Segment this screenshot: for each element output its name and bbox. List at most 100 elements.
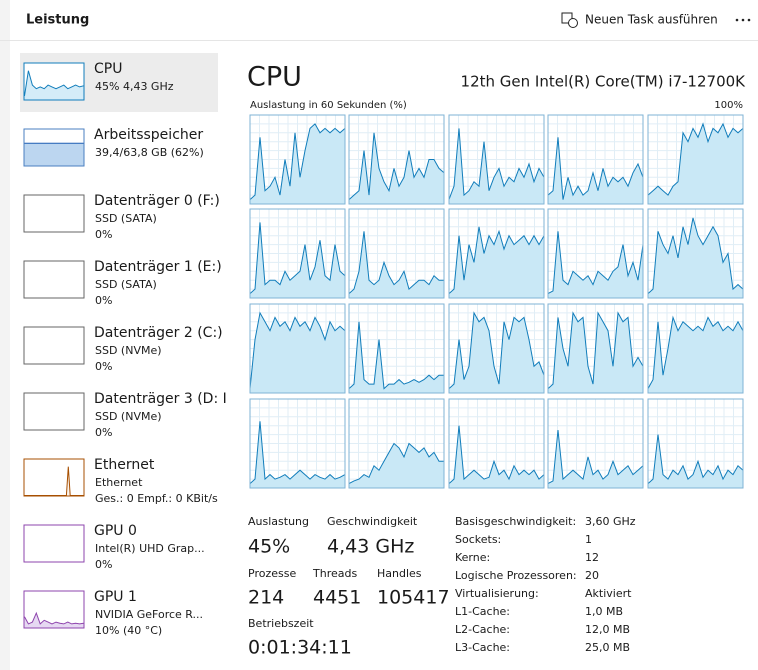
cpu-model: 12th Gen Intel(R) Core(TM) i7-12700K <box>461 73 747 91</box>
core-graph-border <box>547 208 644 299</box>
stat-value: 4,43 GHz <box>327 536 414 558</box>
graph-line <box>647 434 744 484</box>
item-detail: 45% 4,43 GHz <box>95 80 174 93</box>
graph-line <box>647 217 744 294</box>
item-detail: 0% <box>95 228 112 241</box>
thumbnail <box>23 392 85 431</box>
item-name[interactable]: Datenträger 2 (C:) <box>94 325 223 341</box>
graph-line <box>249 222 346 294</box>
graph-area <box>250 312 345 393</box>
item-detail: NVIDIA GeForce R... <box>95 608 203 621</box>
item-name[interactable]: Datenträger 0 (F:) <box>94 193 220 209</box>
graph-area <box>648 123 743 204</box>
graph-area <box>349 231 444 298</box>
item-detail: SSD (NVMe) <box>95 410 162 423</box>
detail-label: L1-Cache: <box>455 605 510 618</box>
stat-value: 105417 <box>377 587 450 609</box>
icon-box <box>561 12 573 24</box>
graph-line <box>348 321 444 390</box>
core-graph-border <box>647 208 744 299</box>
graph-line <box>24 611 84 625</box>
core-graph-border <box>348 398 445 489</box>
graph-line <box>547 137 644 200</box>
graph-area <box>250 222 345 298</box>
graph-line <box>448 425 545 484</box>
stat-value: 214 <box>248 587 284 609</box>
graph-area <box>449 128 544 204</box>
graph-label: Auslastung in 60 Sekunden (%) <box>250 100 407 111</box>
item-detail: 0% <box>95 558 112 571</box>
dot <box>735 18 739 22</box>
core-graph-border <box>249 114 346 205</box>
stat-label: Geschwindigkeit <box>327 515 418 528</box>
detail-value: 20 <box>585 569 599 582</box>
item-name[interactable]: GPU 0 <box>94 523 137 539</box>
graph-line <box>448 226 545 294</box>
detail-label: Logische Prozessoren: <box>455 569 577 582</box>
graph-area <box>648 434 743 488</box>
item-detail: Ethernet <box>95 476 143 489</box>
thumbnail <box>23 458 85 497</box>
graph-area <box>548 137 643 204</box>
stat-label: Threads <box>312 567 357 580</box>
item-name[interactable]: GPU 1 <box>94 589 137 605</box>
item-detail: 0% <box>95 294 112 307</box>
item-name[interactable]: CPU <box>94 61 122 77</box>
item-detail: SSD (NVMe) <box>95 344 162 357</box>
core-graph-border <box>249 398 346 489</box>
item-detail: 0% <box>95 426 112 439</box>
graph-line <box>348 132 445 200</box>
detail-value: 12,0 MB <box>585 623 630 636</box>
new-task-button[interactable]: Neuen Task ausführen <box>585 13 718 27</box>
panel-title: CPU <box>247 62 302 93</box>
item-detail: SSD (SATA) <box>95 278 157 291</box>
item-detail: 0% <box>95 360 112 373</box>
graph-area <box>24 70 84 100</box>
graph-area <box>449 425 544 488</box>
detail-value: 1,0 MB <box>585 605 623 618</box>
graph-line <box>647 315 744 389</box>
stat-value: 45% <box>248 536 290 558</box>
core-graph-border <box>448 398 545 489</box>
detail-value: Aktiviert <box>585 587 632 600</box>
core-graph-border <box>348 303 445 394</box>
graph-line <box>348 442 444 485</box>
stat-label: Auslastung <box>248 515 309 528</box>
graph-area <box>648 217 743 298</box>
stat-value: 0:01:34:11 <box>248 637 352 659</box>
item-detail: 39,4/63,8 GB (62%) <box>95 146 204 159</box>
item-name[interactable]: Datenträger 1 (E:) <box>94 259 222 275</box>
item-detail: SSD (SATA) <box>95 212 157 225</box>
item-name[interactable]: Datenträger 3 (D: I <box>94 391 227 407</box>
detail-label: Kerne: <box>455 551 490 564</box>
page-title: Leistung <box>26 13 89 28</box>
thumbnail <box>23 326 85 365</box>
graph-line <box>647 122 744 196</box>
stat-value: 4451 <box>313 587 361 609</box>
core-graph-border <box>647 303 744 394</box>
graph-area <box>24 143 84 166</box>
detail-label: Basisgeschwindigkeit: <box>455 515 576 528</box>
header-divider <box>0 40 758 41</box>
graph-area <box>24 613 84 628</box>
new-task-icon[interactable] <box>561 12 578 28</box>
core-graph-border <box>448 303 545 394</box>
dot <box>741 18 745 22</box>
core-graph-border <box>547 398 644 489</box>
core-graph-border <box>448 208 545 299</box>
graph-line <box>24 70 84 96</box>
nav-edge <box>0 0 10 670</box>
graph-line <box>547 430 644 485</box>
detail-label: Virtualisierung: <box>455 587 539 600</box>
detail-value: 25,0 MB <box>585 641 630 654</box>
core-graph-border <box>348 114 445 205</box>
dot <box>747 18 751 22</box>
item-name[interactable]: Ethernet <box>94 457 155 473</box>
detail-value: 3,60 GHz <box>585 515 636 528</box>
detail-label: L2-Cache: <box>455 623 510 636</box>
item-name[interactable]: Arbeitsspeicher <box>94 127 203 143</box>
graph-line <box>249 311 346 389</box>
item-detail: 10% (40 °C) <box>95 624 162 637</box>
more-button[interactable] <box>735 18 751 22</box>
